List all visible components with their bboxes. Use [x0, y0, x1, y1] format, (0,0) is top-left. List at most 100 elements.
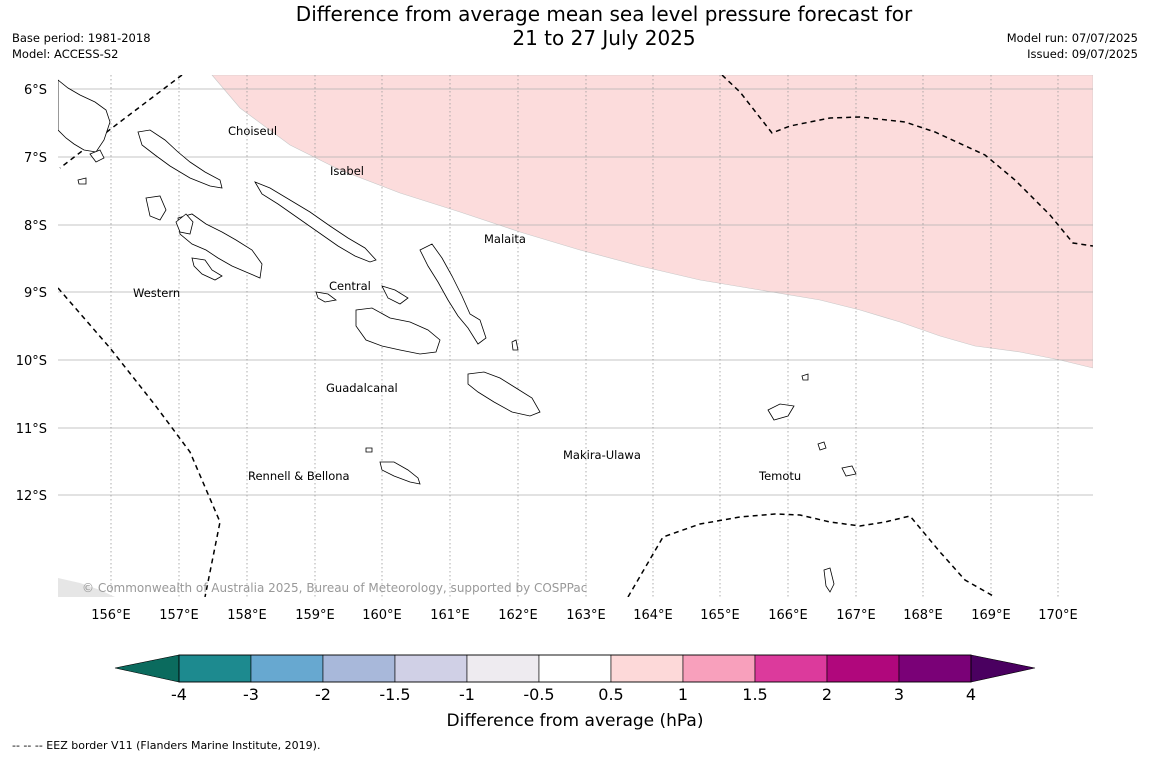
label-temotu: Temotu — [758, 469, 801, 483]
island-guadalcanal — [355, 307, 441, 355]
island-rennell — [379, 461, 421, 485]
lat-label: 12°S — [16, 489, 47, 504]
province-labels: Choiseul Isabel Malaita Western Central … — [133, 124, 801, 483]
colorbar-cell — [610, 654, 684, 683]
island-bellona — [365, 447, 373, 453]
colorbar-tick-label: 0.5 — [598, 685, 623, 704]
eez-legend-note: -- -- -- EEZ border V11 (Flanders Marine… — [12, 739, 321, 752]
colorbar-tick-label: -4 — [171, 685, 187, 704]
island-malaita — [419, 243, 487, 345]
lon-label: 164°E — [633, 608, 673, 623]
lat-label: 8°S — [24, 219, 47, 234]
colorbar-cell — [250, 654, 324, 683]
island-bougainville — [58, 79, 111, 153]
colorbar-cells — [178, 654, 972, 683]
lon-label: 157°E — [159, 608, 199, 623]
coastlines — [58, 79, 857, 593]
lon-label: 168°E — [903, 608, 943, 623]
copyright-notice: © Commonwealth of Australia 2025, Bureau… — [82, 581, 587, 595]
colorbar-cell — [466, 654, 540, 683]
island-duff — [801, 373, 809, 381]
island-russell — [315, 291, 337, 303]
colorbar-cell — [754, 654, 828, 683]
label-malaita: Malaita — [484, 232, 526, 246]
title-line-1: Difference from average mean sea level p… — [295, 2, 913, 26]
land-fill-southwest — [58, 578, 115, 597]
island-utupua — [817, 441, 827, 451]
island-shortland — [89, 149, 105, 163]
lon-label: 156°E — [91, 608, 131, 623]
island-isabel — [254, 181, 377, 263]
meta-left: Base period: 1981-2018 Model: ACCESS-S2 — [12, 30, 151, 62]
lon-label: 162°E — [498, 608, 538, 623]
colorbar-cell — [898, 654, 972, 683]
lon-label: 167°E — [836, 608, 876, 623]
colorbar-cell — [178, 654, 252, 683]
colorbar-tick-label: 2 — [822, 685, 832, 704]
colorbar-cell — [394, 654, 468, 683]
colorbar-low-extend — [114, 654, 180, 683]
lat-label: 6°S — [24, 83, 47, 98]
island-choiseul — [137, 129, 223, 189]
colorbar-cell — [826, 654, 900, 683]
longitude-labels: 156°E 157°E 158°E 159°E 160°E 161°E 162°… — [91, 608, 1078, 623]
lon-label: 160°E — [362, 608, 402, 623]
map-area: © Commonwealth of Australia 2025, Bureau… — [58, 75, 1093, 597]
colorbar-tick-label: 4 — [966, 685, 976, 704]
lon-label: 161°E — [430, 608, 470, 623]
meta-right: Model run: 07/07/2025 Issued: 09/07/2025 — [1007, 30, 1138, 62]
island-nggela — [381, 285, 409, 305]
model-name: Model: ACCESS-S2 — [12, 47, 119, 61]
island-treasury — [77, 177, 87, 185]
island-kolombangara — [175, 213, 194, 235]
island-ulawa — [511, 339, 519, 351]
base-period: Base period: 1981-2018 — [12, 31, 151, 45]
label-rennell-bellona: Rennell & Bellona — [248, 469, 350, 483]
eez-borders — [58, 75, 1093, 597]
lon-label: 158°E — [227, 608, 267, 623]
island-rendova — [191, 257, 223, 281]
colorbar-outline — [178, 654, 972, 683]
title-line-2: 21 to 27 July 2025 — [512, 26, 696, 50]
lat-label: 9°S — [24, 286, 47, 301]
colorbar-high-extend — [970, 654, 1036, 683]
lon-label: 163°E — [566, 608, 606, 623]
label-guadalcanal: Guadalcanal — [326, 381, 398, 395]
lon-label: 159°E — [295, 608, 335, 623]
latitude-gridlines — [58, 88, 1093, 496]
lat-label: 10°S — [16, 354, 47, 369]
lon-label: 170°E — [1038, 608, 1078, 623]
label-central: Central — [329, 279, 371, 293]
colorbar-tick-label: 1.5 — [742, 685, 767, 704]
colorbar-tick-label: -3 — [243, 685, 259, 704]
label-isabel: Isabel — [330, 164, 364, 178]
colorbar-tick-label: 3 — [894, 685, 904, 704]
island-santa-cruz — [767, 403, 795, 421]
issued-date: Issued: 09/07/2025 — [1027, 47, 1138, 61]
label-western: Western — [133, 286, 180, 300]
colorbar-tick-label: -1 — [459, 685, 475, 704]
model-run: Model run: 07/07/2025 — [1006, 31, 1138, 45]
island-makira — [467, 371, 541, 417]
colorbar-ticks: -4 -3 -2 -1.5 -1 -0.5 0.5 1 1.5 2 3 4 — [171, 685, 976, 704]
colorbar-tick-label: -0.5 — [523, 685, 554, 704]
colorbar-cell — [322, 654, 396, 683]
latitude-labels: 6°S 7°S 8°S 9°S 10°S 11°S 12°S — [16, 83, 47, 504]
island-vella-lavella — [145, 195, 167, 221]
lon-label: 169°E — [971, 608, 1011, 623]
colorbar-tick-label: -1.5 — [379, 685, 410, 704]
label-makira-ulawa: Makira-Ulawa — [563, 448, 641, 462]
colorbar-cell — [682, 654, 756, 683]
colorbar: -4 -3 -2 -1.5 -1 -0.5 0.5 1 1.5 2 3 4 Difference fr… — [114, 654, 1036, 731]
island-anuta — [823, 567, 835, 593]
map-title: Difference from average mean sea level p… — [200, 2, 1008, 50]
colorbar-label: Difference from average (hPa) — [447, 711, 704, 731]
lon-label: 166°E — [768, 608, 808, 623]
colorbar-cell — [538, 654, 612, 683]
island-vanikoro — [841, 465, 857, 477]
colorbar-tick-label: 1 — [678, 685, 688, 704]
pressure-anomaly-region — [211, 75, 1093, 369]
colorbar-tick-label: -2 — [315, 685, 331, 704]
island-new-georgia — [177, 213, 263, 279]
